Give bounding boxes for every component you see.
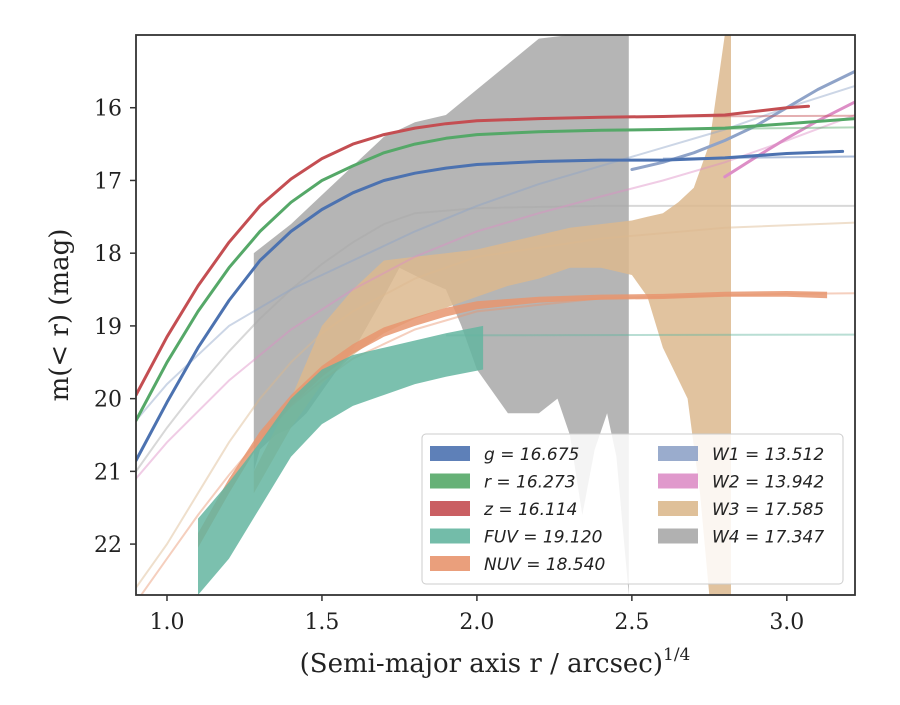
x-tick-label: 1.5 [304, 610, 339, 635]
x-tick-label: 3.0 [769, 610, 804, 635]
y-tick-label: 22 [94, 533, 122, 558]
plot-area [136, 35, 855, 595]
legend-label-w3: W3 = 17.585 [712, 500, 824, 520]
legend-label-w2: W2 = 13.942 [712, 473, 824, 493]
series-r-line [136, 117, 855, 422]
legend-label-w1: W1 = 13.512 [712, 445, 824, 465]
legend-swatch-nuv [430, 556, 470, 571]
y-tick-label: 19 [94, 315, 122, 340]
legend-swatch-w4 [658, 528, 698, 544]
series-fuv-model-line [445, 333, 855, 337]
legend-label-fuv: FUV = 19.120 [484, 528, 602, 548]
legend-label-z: z = 16.114 [483, 500, 577, 520]
x-axis-title: (Semi-major axis r / arcsec)1/4 [300, 645, 691, 679]
series-r [136, 117, 855, 422]
y-axis: 16 17 18 19 20 21 22 [94, 97, 136, 558]
legend-swatch-g [430, 446, 470, 461]
legend-label-w4: W4 = 17.347 [712, 528, 824, 548]
series-w4 [136, 35, 855, 595]
y-tick-label: 18 [94, 242, 122, 267]
legend-label-g: g = 16.675 [484, 445, 579, 465]
x-tick-label: 1.0 [149, 610, 184, 635]
y-tick-label: 20 [94, 388, 122, 413]
series-w3 [136, 35, 855, 595]
series-w4-band [253, 35, 629, 595]
series-g [136, 149, 855, 462]
legend-label-nuv: NUV = 18.540 [484, 555, 605, 575]
series-z [136, 104, 855, 397]
plot-frame [135, 34, 856, 596]
legend-swatch-w3 [658, 501, 698, 516]
legend-box [421, 433, 844, 585]
x-axis: 1.0 1.5 2.0 2.5 3.0 [149, 595, 804, 635]
series-g-line [136, 149, 845, 462]
series-fuv [198, 325, 855, 595]
x-tick-label: 2.0 [459, 610, 494, 635]
series-fuv-band [198, 325, 484, 595]
legend-swatch-fuv [430, 528, 470, 544]
legend-swatch-r [430, 473, 470, 489]
y-tick-label: 17 [94, 169, 122, 194]
series-z-line [136, 104, 810, 397]
series-w3-band [253, 35, 732, 595]
series-w2-model-line [136, 114, 855, 480]
legend-swatch-w1 [658, 446, 698, 461]
y-axis-title: m(< r) (mag) [45, 229, 75, 402]
y-tick-label: 16 [94, 97, 122, 122]
x-tick-label: 2.5 [614, 610, 649, 635]
series-w2 [136, 100, 855, 480]
y-tick-label: 21 [94, 460, 122, 485]
legend-swatch-w2 [658, 473, 698, 489]
series-w2-line [723, 100, 855, 179]
legend-swatch-z [430, 501, 470, 516]
legend-label-r: r = 16.273 [484, 473, 576, 493]
legend: g = 16.675 r = 16.273 z = 16.114 FUV = 19.1… [421, 433, 844, 585]
